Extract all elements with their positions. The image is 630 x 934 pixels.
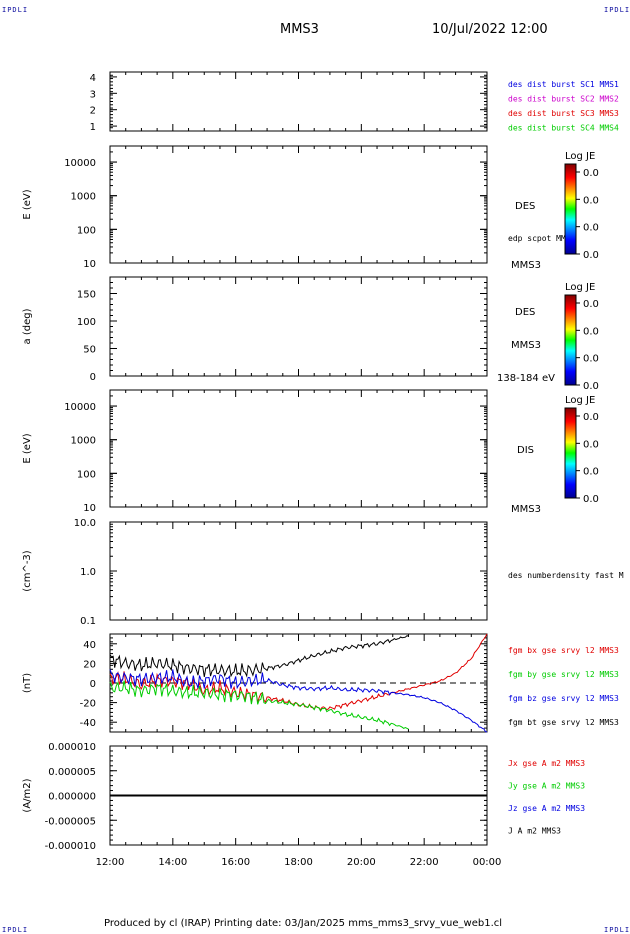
colorbar-tick-label-des-energy: 0.0 xyxy=(583,223,599,234)
legend-label-current-density: Jz gse A m2 MMS3 xyxy=(508,804,585,813)
series-line-fgm-bx-gse-srvy-l2-MMS3 xyxy=(109,633,488,711)
panel-frame-density xyxy=(109,521,488,621)
legend-label-magnetic-field: fgm by gse srvy l2 MMS3 xyxy=(508,670,619,679)
panel-frame-dis-energy xyxy=(109,389,488,508)
y-axis-title-des-energy: E (eV) xyxy=(22,189,33,219)
side-label-des-pitch-angle: MMS3 xyxy=(511,340,541,351)
y-tick-label-dis-energy: 10000 xyxy=(64,402,96,413)
colorbar-dis-energy xyxy=(564,407,577,499)
x-tick-label: 18:00 xyxy=(284,857,313,868)
legend-label-magnetic-field: fgm bt gse srvy l2 MMS3 xyxy=(508,718,619,727)
y-axis-title-density: (cm^-3) xyxy=(22,550,33,591)
footer-text: Produced by cl (IRAP) Printing date: 03/… xyxy=(104,918,503,929)
colorbar-tick-label-des-energy: 0.0 xyxy=(583,195,599,206)
colorbar-title-des-energy: Log JE xyxy=(565,151,595,162)
legend-label-burst-flags: des dist burst SC2 MMS2 xyxy=(508,95,619,104)
legend-label-current-density: Jy gse A m2 MMS3 xyxy=(508,782,585,791)
y-tick-label-des-pitch-angle: 150 xyxy=(77,290,96,301)
spacecraft-title: MMS3 xyxy=(280,22,319,37)
series-line-fgm-by-gse-srvy-l2-MMS3 xyxy=(109,680,409,730)
legend-label-density: des numberdensity fast M xyxy=(508,571,624,580)
datetime-title: 10/Jul/2022 12:00 xyxy=(432,22,548,37)
colorbar-tick-label-dis-energy: 0.0 xyxy=(583,439,599,450)
panel-frame-des-pitch-angle xyxy=(109,276,488,377)
x-tick-label: 16:00 xyxy=(221,857,250,868)
y-tick-label-magnetic-field: -20 xyxy=(80,699,96,710)
y-tick-label-density: 1.0 xyxy=(80,567,96,578)
x-tick-label: 14:00 xyxy=(158,857,187,868)
corner-mark-top-right: IPDLI xyxy=(604,6,630,14)
colorbar-tick-label-des-pitch-angle: 0.0 xyxy=(583,354,599,365)
y-axis-title-dis-energy: E (eV) xyxy=(22,433,33,463)
colorbar-tick-label-dis-energy: 0.0 xyxy=(583,412,599,423)
x-tick-label: 12:00 xyxy=(96,857,125,868)
y-tick-label-des-energy: 10 xyxy=(83,259,96,270)
colorbar-tick-label-dis-energy: 0.0 xyxy=(583,494,599,505)
colorbar-title-des-pitch-angle: Log JE xyxy=(565,282,595,293)
side-label-dis-energy: DIS xyxy=(517,445,534,456)
y-tick-label-burst-flags: 3 xyxy=(90,89,96,100)
y-tick-label-magnetic-field: 20 xyxy=(83,659,96,670)
colorbar-tick-label-des-pitch-angle: 0.0 xyxy=(583,326,599,337)
legend-label-current-density: J A m2 MMS3 xyxy=(508,827,561,836)
y-axis-title-magnetic-field: (nT) xyxy=(22,673,33,693)
y-tick-label-des-pitch-angle: 0 xyxy=(90,372,96,383)
y-tick-label-current-density: -0.000010 xyxy=(45,841,96,852)
colorbar-tick-label-des-pitch-angle: 0.0 xyxy=(583,299,599,310)
colorbar-title-dis-energy: Log JE xyxy=(565,395,595,406)
y-tick-label-density: 10.0 xyxy=(74,518,96,529)
y-tick-label-des-pitch-angle: 50 xyxy=(83,345,96,356)
colorbar-tick-label-des-energy: 0.0 xyxy=(583,250,599,261)
legend-label-magnetic-field: fgm bx gse srvy l2 MMS3 xyxy=(508,646,619,655)
y-tick-label-dis-energy: 1000 xyxy=(71,436,96,447)
y-axis-title-current-density: (A/m2) xyxy=(22,778,33,812)
legend-label-current-density: Jx gse A m2 MMS3 xyxy=(508,759,585,768)
side-label-des-pitch-angle: 138-184 eV xyxy=(497,373,555,384)
series-line-fgm-bz-gse-srvy-l2-MMS3 xyxy=(109,669,488,733)
y-tick-label-current-density: -0.000005 xyxy=(45,816,96,827)
y-tick-label-des-energy: 1000 xyxy=(71,192,96,203)
y-tick-label-density: 0.1 xyxy=(80,616,96,627)
y-tick-label-burst-flags: 4 xyxy=(90,73,96,84)
y-tick-label-current-density: 0.000010 xyxy=(48,742,96,753)
legend-label-burst-flags: des dist burst SC4 MMS4 xyxy=(508,124,619,133)
colorbar-tick-label-des-pitch-angle: 0.0 xyxy=(583,381,599,392)
colorbar-tick-label-des-energy: 0.0 xyxy=(583,168,599,179)
y-tick-label-des-energy: 10000 xyxy=(64,158,96,169)
y-tick-label-current-density: 0.000000 xyxy=(48,792,96,803)
legend-label-burst-flags: des dist burst SC1 MMS1 xyxy=(508,80,619,89)
y-tick-label-current-density: 0.000005 xyxy=(48,767,96,778)
corner-mark-bottom-left: IPDLI xyxy=(2,926,29,934)
colorbar-des-energy xyxy=(564,163,577,255)
legend-label-burst-flags: des dist burst SC3 MMS3 xyxy=(508,109,619,118)
y-tick-label-des-pitch-angle: 100 xyxy=(77,317,96,328)
y-tick-label-magnetic-field: -40 xyxy=(80,718,96,729)
x-tick-label: 20:00 xyxy=(347,857,376,868)
x-tick-label: 22:00 xyxy=(410,857,439,868)
colorbar-des-pitch-angle xyxy=(564,294,577,386)
y-tick-label-dis-energy: 100 xyxy=(77,469,96,480)
side-label-des-energy: MMS3 xyxy=(511,260,541,271)
y-tick-label-burst-flags: 1 xyxy=(90,122,96,133)
side-label-dis-energy: MMS3 xyxy=(511,504,541,515)
y-tick-label-burst-flags: 2 xyxy=(90,106,96,117)
x-tick-label: 00:00 xyxy=(473,857,502,868)
series-line-fgm-bt-gse-srvy-l2-MMS3 xyxy=(109,635,409,678)
y-tick-label-magnetic-field: 0 xyxy=(90,679,96,690)
corner-mark-bottom-right: IPDLI xyxy=(604,926,630,934)
y-tick-label-des-energy: 100 xyxy=(77,225,96,236)
side-label-des-pitch-angle: DES xyxy=(515,307,535,318)
corner-mark-top-left: IPDLI xyxy=(2,6,29,14)
y-tick-label-dis-energy: 10 xyxy=(83,503,96,514)
panel-frame-des-energy xyxy=(109,145,488,264)
y-tick-label-magnetic-field: 40 xyxy=(83,640,96,651)
overlay-label-des-energy: edp scpot MMS3 xyxy=(508,234,576,243)
legend-label-magnetic-field: fgm bz gse srvy l2 MMS3 xyxy=(508,694,619,703)
y-axis-title-des-pitch-angle: a (deg) xyxy=(22,308,33,344)
side-label-des-energy: DES xyxy=(515,201,535,212)
panel-frame-burst-flags xyxy=(109,71,488,132)
colorbar-tick-label-dis-energy: 0.0 xyxy=(583,467,599,478)
